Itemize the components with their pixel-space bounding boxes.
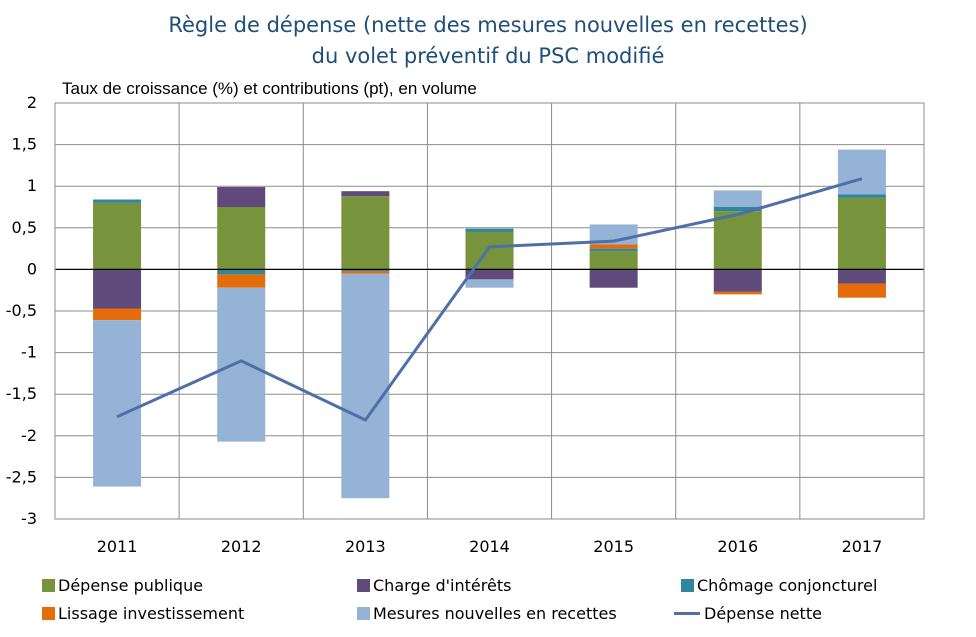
- bar-segment: [341, 196, 390, 270]
- legend-swatch: [357, 579, 370, 592]
- bar-segment: [713, 291, 762, 295]
- x-tick-label: 2012: [221, 537, 262, 556]
- legend-label: Dépense nette: [704, 604, 822, 623]
- bar-segment: [465, 231, 514, 270]
- chart-title: Règle de dépense (nette des mesures nouv…: [168, 13, 808, 37]
- chart-legend: Dépense publique Charge d'intérêts Chôma…: [0, 568, 976, 634]
- bar-segment: [589, 251, 638, 270]
- line-series-depense-nette: [116, 177, 863, 422]
- x-tick-label: 2013: [345, 537, 386, 556]
- legend-swatch: [42, 607, 55, 620]
- bar-segment: [465, 279, 514, 288]
- bar-segment: [837, 149, 886, 195]
- y-axis-label: Taux de croissance (%) et contributions …: [62, 79, 477, 98]
- y-tick-label: 1,5: [12, 135, 37, 154]
- bar-segment: [341, 271, 390, 274]
- bar-segment: [341, 269, 390, 272]
- legend-label: Dépense publique: [58, 576, 204, 595]
- legend-item-depense-nette: Dépense nette: [674, 604, 822, 623]
- legend-label: Mesures nouvelles en recettes: [373, 604, 617, 623]
- bar-segment: [713, 269, 762, 292]
- y-tick-label: 1: [27, 176, 37, 195]
- bar-segment: [217, 287, 266, 442]
- bar-segment: [93, 320, 142, 487]
- legend-line-swatch: [674, 612, 700, 615]
- y-tick-label: -1,5: [6, 384, 37, 403]
- y-tick-label: -1: [21, 343, 37, 362]
- legend-swatch: [681, 579, 694, 592]
- chart-plot-area: 2 1,5 1 0,5 0 -0,5 -1 -1,5 -2 -2,5 -3 2011 2012 2013 2…: [6, 93, 925, 556]
- bar-segment: [217, 187, 266, 207]
- bar-segment: [837, 283, 886, 298]
- bar-segment: [93, 269, 142, 309]
- bar-segment: [589, 269, 638, 288]
- chart-subtitle: du volet préventif du PSC modifié: [311, 44, 665, 68]
- y-tick-label: 0: [27, 259, 37, 278]
- y-tick-label: -2: [21, 426, 37, 445]
- legend-swatch: [42, 579, 55, 592]
- x-tick-label: 2017: [842, 537, 883, 556]
- bar-segment: [713, 190, 762, 207]
- bar-segment: [465, 269, 514, 280]
- y-tick-label: -3: [21, 509, 37, 528]
- bar-segment: [341, 191, 390, 197]
- legend-label: Charge d'intérêts: [373, 576, 512, 595]
- x-tick-label: 2016: [717, 537, 758, 556]
- bar-segment: [217, 207, 266, 270]
- bar-segment: [217, 274, 266, 288]
- y-tick-label: -0,5: [6, 301, 37, 320]
- plot-border: [54, 102, 925, 520]
- bar-segment: [837, 197, 886, 270]
- bar-segment: [93, 202, 142, 270]
- legend-item-chomage-conjoncturel: Chômage conjoncturel: [681, 576, 877, 595]
- legend-swatch: [357, 607, 370, 620]
- bar-segment: [713, 207, 762, 212]
- x-tick-label: 2014: [469, 537, 510, 556]
- bar-segment: [589, 244, 638, 249]
- bar-segment: [93, 199, 142, 203]
- bar-segment: [589, 248, 638, 252]
- bar-segment: [837, 269, 886, 284]
- bar-segment: [837, 194, 886, 198]
- y-tick-label: 2: [27, 93, 37, 112]
- y-tick-label: 0,5: [12, 218, 37, 237]
- legend-item-mesures-nouvelles: Mesures nouvelles en recettes: [357, 604, 617, 623]
- legend-item-charge-interets: Charge d'intérêts: [357, 576, 511, 595]
- x-tick-label: 2011: [97, 537, 138, 556]
- bar-segment: [465, 228, 514, 232]
- bar-segment: [341, 273, 390, 499]
- bar-segment: [217, 269, 266, 275]
- x-tick-label: 2015: [593, 537, 634, 556]
- y-tick-label: -2,5: [6, 467, 37, 486]
- legend-label: Lissage investissement: [58, 604, 245, 623]
- legend-label: Chômage conjoncturel: [697, 576, 878, 595]
- bar-segment: [93, 308, 142, 321]
- legend-item-depense-publique: Dépense publique: [42, 576, 203, 595]
- bar-segment: [713, 211, 762, 270]
- legend-item-lissage-investissement: Lissage investissement: [42, 604, 244, 623]
